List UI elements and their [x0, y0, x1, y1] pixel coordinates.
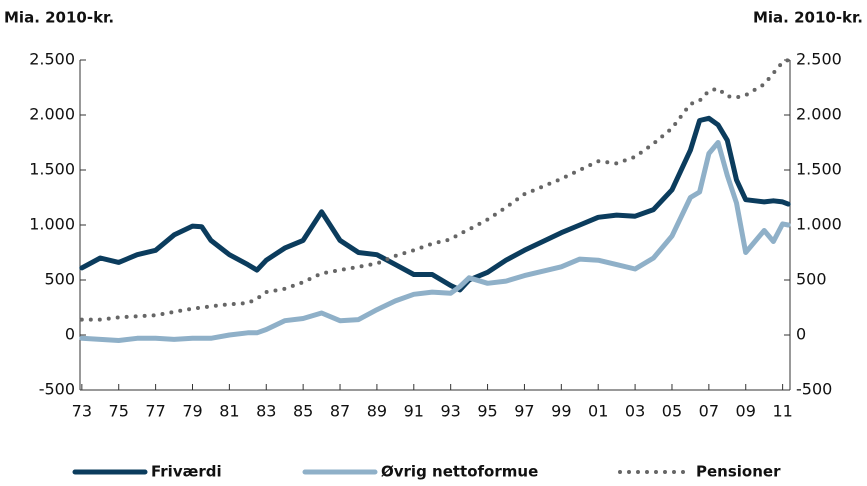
x-tick-label: 81	[219, 402, 239, 421]
legend-label: Friværdi	[151, 463, 222, 481]
x-tick-label: 11	[772, 402, 792, 421]
y-tick-label: 2.500	[29, 50, 75, 69]
y-axis-label: Mia. 2010-kr.	[4, 9, 114, 27]
y-tick-label: 0	[65, 325, 75, 344]
y2-tick-label: 2.000	[796, 105, 842, 124]
x-tick-label: 79	[182, 402, 202, 421]
y2-tick-label: 1.500	[796, 160, 842, 179]
y-tick-label: -500	[39, 380, 75, 399]
x-tick-label: 85	[293, 402, 313, 421]
line-series	[79, 115, 791, 293]
x-tick-label: 83	[256, 402, 276, 421]
y-tick-label: 2.000	[29, 105, 75, 124]
x-tick-label: 09	[736, 402, 756, 421]
x-tick-label: 93	[440, 402, 460, 421]
x-tick-label: 73	[72, 402, 92, 421]
y2-tick-label: 500	[796, 270, 827, 289]
x-tick-label: 87	[330, 402, 350, 421]
y2-tick-label: 1.000	[796, 215, 842, 234]
line-series	[79, 140, 791, 343]
x-tick-label: 95	[477, 402, 497, 421]
legend-label: Pensioner	[696, 463, 781, 481]
y2-tick-label: -500	[796, 380, 832, 399]
x-tick-label: 97	[514, 402, 534, 421]
x-tick-label: 07	[699, 402, 719, 421]
x-tick-label: 89	[367, 402, 387, 421]
y2-tick-label: 2.500	[796, 50, 842, 69]
x-tick-label: 91	[404, 402, 424, 421]
y2-axis-label: Mia. 2010-kr.	[753, 9, 863, 27]
x-tick-label: 01	[588, 402, 608, 421]
legend-label: Øvrig nettoformue	[381, 463, 538, 481]
x-tick-label: 05	[662, 402, 682, 421]
x-tick-label: 03	[625, 402, 645, 421]
y-tick-label: 1.500	[29, 160, 75, 179]
line-series	[79, 58, 791, 322]
x-tick-label: 75	[109, 402, 129, 421]
y2-tick-label: 0	[796, 325, 806, 344]
x-tick-label: 77	[145, 402, 165, 421]
y-tick-label: 500	[44, 270, 75, 289]
y-tick-label: 1.000	[29, 215, 75, 234]
x-tick-label: 99	[551, 402, 571, 421]
